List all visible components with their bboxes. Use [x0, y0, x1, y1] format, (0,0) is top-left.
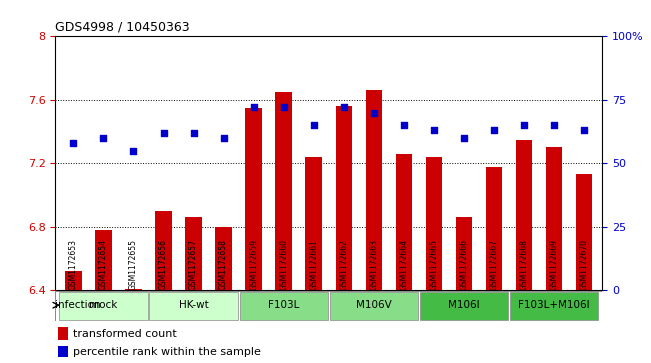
- Point: [549, 122, 559, 128]
- Text: F103L+M106I: F103L+M106I: [518, 300, 590, 310]
- Text: GSM1172656: GSM1172656: [159, 240, 168, 290]
- Text: M106I: M106I: [448, 300, 480, 310]
- Point: [279, 105, 289, 110]
- Text: GSM1172657: GSM1172657: [189, 240, 198, 290]
- Point: [579, 127, 589, 133]
- Bar: [426, 157, 442, 363]
- Text: GSM1172654: GSM1172654: [99, 240, 108, 290]
- Bar: [95, 230, 112, 363]
- Text: GSM1172662: GSM1172662: [339, 240, 348, 290]
- Text: GSM1172661: GSM1172661: [309, 240, 318, 290]
- Text: GSM1172659: GSM1172659: [249, 240, 258, 290]
- Point: [68, 140, 79, 146]
- Bar: [65, 272, 81, 363]
- Text: GSM1172668: GSM1172668: [519, 240, 529, 290]
- FancyBboxPatch shape: [240, 291, 328, 320]
- Bar: [275, 92, 292, 363]
- Text: M106V: M106V: [356, 300, 392, 310]
- FancyBboxPatch shape: [420, 291, 508, 320]
- Bar: [516, 139, 533, 363]
- Point: [128, 148, 139, 154]
- Point: [98, 135, 109, 141]
- Bar: [396, 154, 412, 363]
- Text: F103L: F103L: [268, 300, 299, 310]
- Text: HK-wt: HK-wt: [178, 300, 208, 310]
- Point: [489, 127, 499, 133]
- Bar: [366, 90, 382, 363]
- Point: [249, 105, 259, 110]
- Bar: [546, 147, 562, 363]
- Point: [459, 135, 469, 141]
- Point: [398, 122, 409, 128]
- Text: GSM1172663: GSM1172663: [369, 240, 378, 290]
- Bar: [215, 227, 232, 363]
- Text: GSM1172665: GSM1172665: [430, 240, 438, 290]
- Point: [368, 110, 379, 115]
- Text: GSM1172667: GSM1172667: [490, 240, 499, 290]
- Bar: [335, 106, 352, 363]
- FancyBboxPatch shape: [59, 291, 148, 320]
- Text: GSM1172655: GSM1172655: [129, 240, 138, 290]
- Point: [429, 127, 439, 133]
- Bar: [125, 289, 142, 363]
- FancyBboxPatch shape: [149, 291, 238, 320]
- Text: GSM1172660: GSM1172660: [279, 240, 288, 290]
- Bar: [305, 157, 322, 363]
- Text: GSM1172653: GSM1172653: [69, 240, 78, 290]
- Bar: [486, 167, 503, 363]
- Bar: [155, 211, 172, 363]
- Bar: [245, 108, 262, 363]
- Text: mock: mock: [89, 300, 118, 310]
- Text: GSM1172658: GSM1172658: [219, 240, 228, 290]
- Text: transformed count: transformed count: [73, 329, 176, 339]
- Point: [158, 130, 169, 136]
- Bar: [58, 327, 68, 340]
- FancyBboxPatch shape: [510, 291, 598, 320]
- Point: [519, 122, 529, 128]
- Text: GSM1172670: GSM1172670: [579, 240, 589, 290]
- Point: [218, 135, 229, 141]
- Text: infection: infection: [55, 300, 101, 310]
- FancyBboxPatch shape: [329, 291, 418, 320]
- Text: percentile rank within the sample: percentile rank within the sample: [73, 347, 260, 357]
- Point: [339, 105, 349, 110]
- Text: GDS4998 / 10450363: GDS4998 / 10450363: [55, 21, 190, 34]
- Point: [309, 122, 319, 128]
- Text: GSM1172666: GSM1172666: [460, 240, 469, 290]
- Bar: [456, 217, 472, 363]
- Bar: [186, 217, 202, 363]
- Text: GSM1172669: GSM1172669: [549, 240, 559, 290]
- Point: [188, 130, 199, 136]
- Bar: [576, 175, 592, 363]
- Bar: [58, 346, 68, 357]
- Text: GSM1172664: GSM1172664: [399, 240, 408, 290]
